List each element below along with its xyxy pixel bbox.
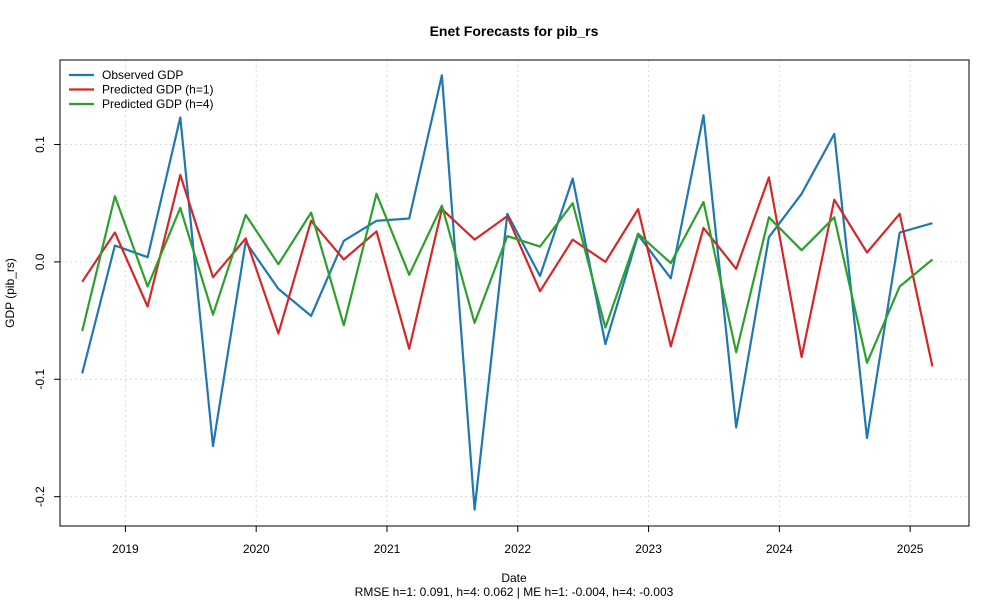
series-line-1 — [81, 173, 934, 367]
x-axis: 2019 2020 2021 2022 2023 2024 2025 — [112, 526, 924, 556]
chart-title: Enet Forecasts for pib_rs — [430, 23, 599, 39]
grid — [60, 60, 969, 526]
series-line-2 — [81, 192, 934, 364]
series-line-0 — [81, 74, 933, 511]
x-tick-label: 2022 — [504, 542, 531, 556]
x-tick-label: 2021 — [374, 542, 401, 556]
y-axis: -0.2 -0.1 0.0 0.1 — [33, 136, 60, 507]
series-lines — [81, 74, 934, 511]
y-tick-label: 0.1 — [33, 136, 47, 153]
legend-label: Predicted GDP (h=4) — [102, 97, 214, 111]
x-tick-label: 2025 — [897, 542, 924, 556]
legend-label: Observed GDP — [102, 68, 183, 82]
y-tick-label: 0.0 — [33, 253, 47, 270]
plot-frame — [59, 59, 970, 527]
x-tick-label: 2024 — [766, 542, 793, 556]
x-tick-label: 2019 — [112, 542, 139, 556]
x-tick-label: 2023 — [635, 542, 662, 556]
x-axis-label: Date — [501, 571, 527, 585]
y-tick-label: -0.1 — [33, 369, 47, 390]
x-tick-label: 2020 — [243, 542, 270, 556]
chart-subtitle: RMSE h=1: 0.091, h=4: 0.062 | ME h=1: -0… — [355, 585, 674, 599]
y-axis-label: GDP (pib_rs) — [3, 258, 17, 328]
y-tick-label: -0.2 — [33, 486, 47, 507]
legend-label: Predicted GDP (h=1) — [102, 83, 214, 97]
